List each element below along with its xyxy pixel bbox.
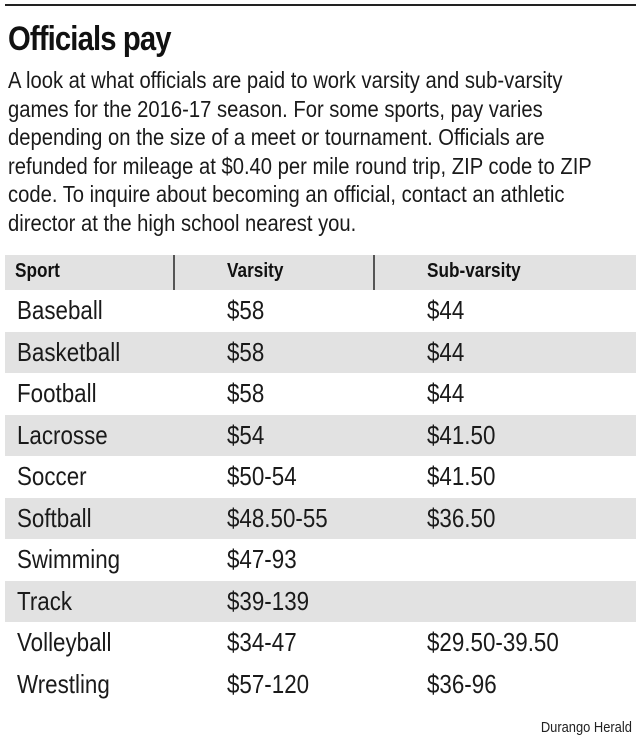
table-body: Baseball $58 $44 Basketball $58 $44 Football $5… [5,290,636,705]
cell-varsity: $58 [227,295,265,325]
table-row: Swimming $47-93 [5,539,636,581]
cell-varsity: $58 [227,336,265,367]
cell-sport: Football [17,378,97,408]
source-credit: Durango Herald [540,719,632,736]
table-row: Football $58 $44 [5,373,636,415]
cell-sport: Wrestling [17,668,110,699]
cell-varsity: $34-47 [227,627,297,657]
cell-sport: Basketball [17,336,121,367]
cell-sport: Swimming [17,544,121,574]
top-rule [5,4,636,6]
cell-varsity: $57-120 [227,668,310,699]
table-row: Soccer $50-54 $41.50 [5,456,636,498]
table-row: Softball $48.50-55 $36.50 [5,497,636,539]
cell-sport: Volleyball [17,627,112,657]
header-sub-varsity: Sub-varsity [427,260,521,282]
table-header: Sport Varsity Sub-varsity [5,255,636,290]
table-row: Wrestling $57-120 $36-96 [5,664,636,706]
cell-sub-varsity: $41.50 [427,419,496,450]
cell-sport: Lacrosse [17,419,108,450]
header-divider [173,255,175,290]
table-row: Baseball $58 $44 [5,290,636,332]
pay-table: Sport Varsity Sub-varsity Baseball $58 $44… [5,255,636,705]
table-row: Volleyball $34-47 $29.50-39.50 [5,622,636,664]
cell-sub-varsity: $36.50 [427,502,496,533]
table-row: Lacrosse $54 $41.50 [5,414,636,456]
cell-varsity: $54 [227,419,265,450]
page-title: Officials pay [8,20,172,58]
cell-varsity: $47-93 [227,544,297,574]
header-divider [373,255,375,290]
cell-sub-varsity: $44 [427,378,465,408]
cell-sub-varsity: $41.50 [427,461,496,491]
cell-varsity: $39-139 [227,585,310,616]
cell-varsity: $50-54 [227,461,297,491]
cell-sub-varsity: $36-96 [427,668,497,699]
table-row: Track $39-139 [5,580,636,622]
cell-varsity: $58 [227,378,265,408]
description: A look at what officials are paid to wor… [8,67,592,236]
cell-sub-varsity: $44 [427,295,465,325]
cell-sport: Baseball [17,295,103,325]
cell-sport: Softball [17,502,92,533]
cell-sport: Track [17,585,73,616]
table-row: Basketball $58 $44 [5,331,636,373]
header-sport: Sport [15,260,60,282]
cell-sub-varsity: $29.50-39.50 [427,627,559,657]
cell-sub-varsity: $44 [427,336,465,367]
header-varsity: Varsity [227,260,284,282]
cell-varsity: $48.50-55 [227,502,328,533]
cell-sport: Soccer [17,461,87,491]
